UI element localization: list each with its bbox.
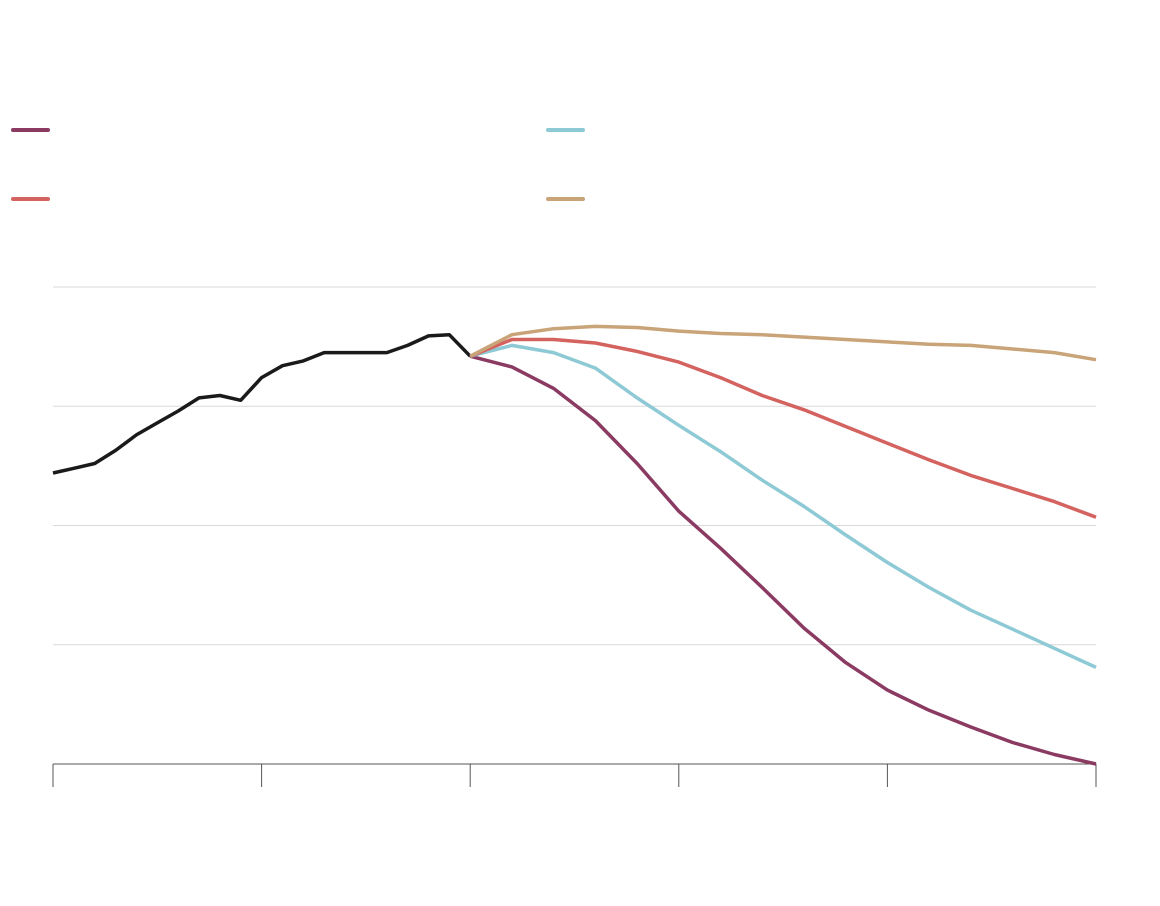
series-line [469, 337, 1097, 519]
series-line [469, 324, 1097, 362]
series-line [52, 332, 472, 475]
series-line [469, 343, 1097, 669]
series-line [469, 354, 1097, 766]
